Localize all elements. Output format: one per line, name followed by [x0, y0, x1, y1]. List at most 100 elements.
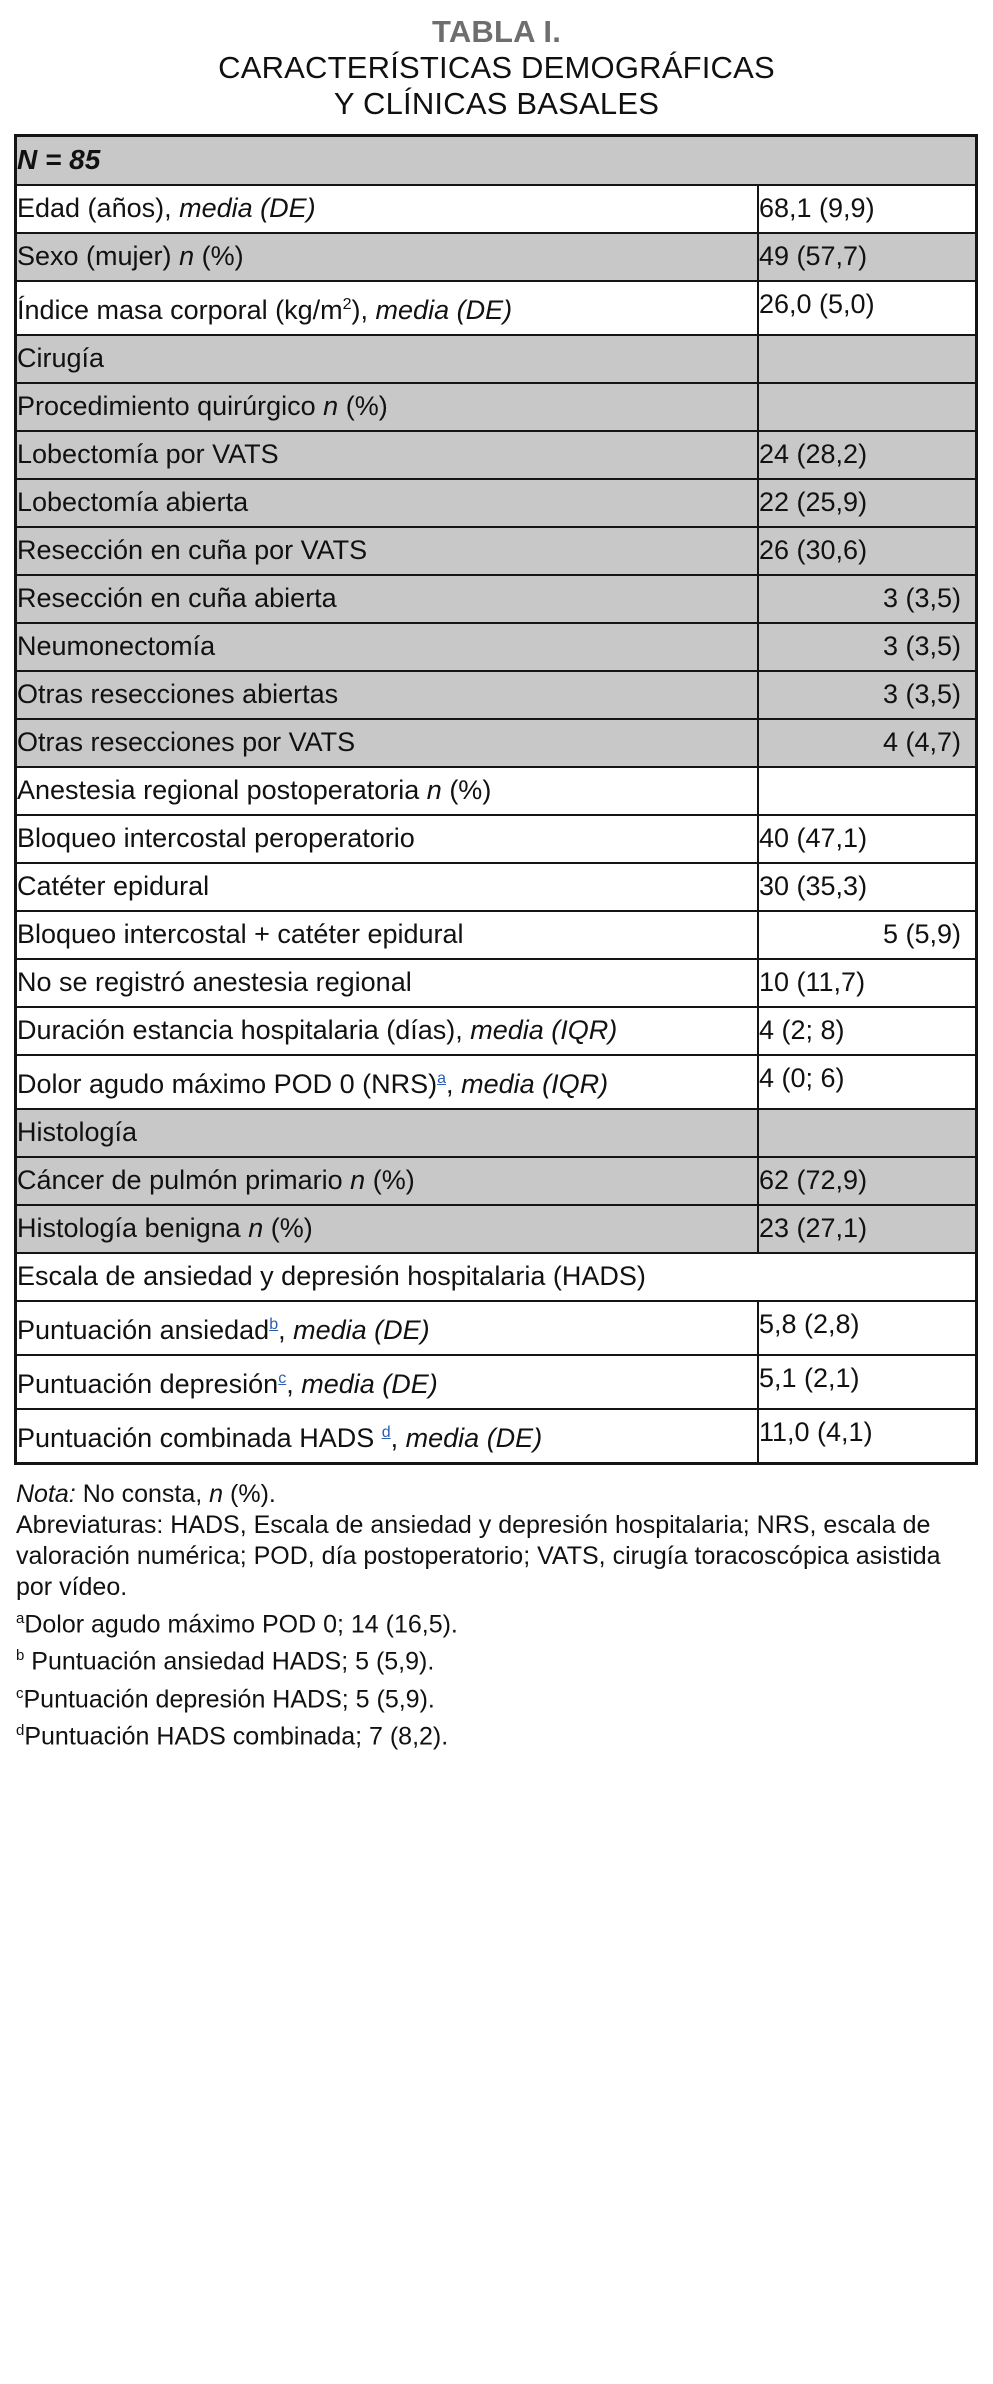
footnote-text-b: Puntuación ansiedad HADS; 5 (5,9).	[24, 1647, 435, 1676]
row-label-text: Anestesia regional postoperatoria	[17, 775, 420, 805]
table-header-cell: N = 85	[17, 137, 975, 185]
table-row: Puntuación ansiedadb, media (DE) 5,8 (2,8…	[17, 1300, 975, 1355]
row-label-cell: Procedimiento quirúrgico n (%)	[17, 382, 759, 431]
row-label-cell: Duración estancia hospitalaria (días), m…	[17, 1006, 759, 1055]
row-label-cell: Puntuación depresiónc, media (DE)	[17, 1354, 759, 1409]
footnote-ref-b[interactable]: b	[269, 1316, 279, 1333]
demographics-table: N = 85 Edad (años), media (DE) 68,1 (9,9) S…	[17, 137, 975, 1462]
table-row: Cáncer de pulmón primario n (%) 62 (72,9)	[17, 1156, 975, 1205]
row-label-percent: (%)	[263, 1213, 313, 1243]
row-value-cell: 4 (4,7)	[758, 718, 975, 767]
row-label-statistic: media (DE)	[405, 1423, 543, 1453]
row-label-text: Sexo (mujer)	[17, 241, 172, 271]
row-value-cell: 3 (3,5)	[758, 574, 975, 623]
table-row: Bloqueo intercostal + catéter epidural 5 …	[17, 910, 975, 959]
table-row: Bloqueo intercostal peroperatorio 40 (47,…	[17, 814, 975, 863]
table-row: Lobectomía por VATS 24 (28,2)	[17, 430, 975, 479]
row-value-cell: 24 (28,2)	[758, 430, 975, 479]
table-row: Resección en cuña abierta 3 (3,5)	[17, 574, 975, 623]
row-label-text: Lobectomía abierta	[17, 487, 249, 517]
row-label-text: Edad (años),	[17, 193, 172, 223]
row-label-text: Duración estancia hospitalaria (días),	[17, 1015, 463, 1045]
table-row: Otras resecciones abiertas 3 (3,5)	[17, 670, 975, 719]
row-label-cell: Puntuación combinada HADS d, media (DE)	[17, 1408, 759, 1462]
table-row: Anestesia regional postoperatoria n (%)	[17, 766, 975, 815]
row-label-cell: Índice masa corporal (kg/m2), media (DE)	[17, 280, 759, 335]
table-row: Puntuación combinada HADS d, media (DE) 1…	[17, 1408, 975, 1462]
row-label-text: Puntuación depresión	[17, 1369, 279, 1399]
note-label: Nota:	[16, 1480, 76, 1508]
table-title-line-1: CARACTERÍSTICAS DEMOGRÁFICAS	[218, 50, 775, 85]
row-label-cell: Anestesia regional postoperatoria n (%)	[17, 766, 759, 815]
row-value-cell: 11,0 (4,1)	[758, 1408, 975, 1462]
footnote-text-d: Puntuación HADS combinada; 7 (8,2).	[24, 1722, 449, 1751]
row-label-text: Resección en cuña abierta	[17, 583, 337, 613]
label-spacer	[419, 775, 427, 805]
row-value-cell	[758, 1108, 975, 1157]
row-value-cell: 3 (3,5)	[758, 622, 975, 671]
table-number: TABLA I.	[431, 14, 562, 49]
row-label-cell: Neumonectomía	[17, 622, 759, 671]
table-header-row: N = 85	[17, 137, 975, 185]
row-label-cell: Puntuación ansiedadb, media (DE)	[17, 1300, 759, 1355]
footnote-ref-c[interactable]: c	[278, 1370, 287, 1387]
row-value-cell	[758, 334, 975, 383]
table-row: Edad (años), media (DE) 68,1 (9,9)	[17, 184, 975, 233]
row-value-cell: 62 (72,9)	[758, 1156, 975, 1205]
row-label-text: Índice masa corporal (kg/m	[17, 295, 343, 325]
row-label-cell: Resección en cuña por VATS	[17, 526, 759, 575]
table-row: Otras resecciones por VATS 4 (4,7)	[17, 718, 975, 767]
row-label-statistic-n: n	[426, 775, 442, 805]
row-label-cell: Resección en cuña abierta	[17, 574, 759, 623]
table-body: N = 85 Edad (años), media (DE) 68,1 (9,9) S…	[17, 137, 975, 1462]
row-label-text-tail: ),	[351, 295, 369, 325]
row-label-comma: ,	[286, 1369, 294, 1399]
table-row: Índice masa corporal (kg/m2), media (DE)…	[17, 280, 975, 335]
label-spacer	[454, 1069, 462, 1099]
table-row: Dolor agudo máximo POD 0 (NRS)a, media (…	[17, 1054, 975, 1109]
row-value-cell: 26 (30,6)	[758, 526, 975, 575]
footnote-c: cPuntuación depresión HADS; 5 (5,9).	[16, 1678, 978, 1715]
table-row: Sexo (mujer) n (%) 49 (57,7)	[17, 232, 975, 281]
row-label-cell: Otras resecciones por VATS	[17, 718, 759, 767]
table-row: Procedimiento quirúrgico n (%)	[17, 382, 975, 431]
row-label-cell: Sexo (mujer) n (%)	[17, 232, 759, 281]
row-label-statistic: media (IQR)	[470, 1015, 618, 1045]
row-label-cell: Bloqueo intercostal peroperatorio	[17, 814, 759, 863]
row-value-cell: 26,0 (5,0)	[758, 280, 975, 335]
label-spacer	[172, 193, 180, 223]
row-value-cell	[758, 766, 975, 815]
row-label-cell: Catéter epidural	[17, 862, 759, 911]
sample-size-label: N = 85	[17, 144, 101, 175]
row-label-comma: ,	[446, 1069, 454, 1099]
row-label-text: Cirugía	[17, 343, 105, 373]
row-label-statistic-n: n	[179, 241, 195, 271]
row-label-cell: Bloqueo intercostal + catéter epidural	[17, 910, 759, 959]
table-row: Histología	[17, 1108, 975, 1157]
footnote-marker-a: a	[16, 1610, 25, 1627]
row-label-text: No se registró anestesia regional	[17, 967, 412, 997]
row-label-cell: Histología	[17, 1108, 759, 1157]
row-label-comma: ,	[390, 1423, 399, 1453]
row-label-cell: Dolor agudo máximo POD 0 (NRS)a, media (…	[17, 1054, 759, 1109]
label-spacer	[172, 241, 180, 271]
row-label-text: Puntuación combinada HADS	[17, 1423, 382, 1453]
row-label-comma: ,	[278, 1315, 286, 1345]
row-label-text: Bloqueo intercostal peroperatorio	[17, 823, 415, 853]
footnote-text-a: Dolor agudo máximo POD 0; 14 (16,5).	[24, 1610, 458, 1639]
footnote-marker-d: d	[16, 1721, 25, 1739]
table-title-line-2: Y CLÍNICAS BASALES	[333, 86, 660, 121]
row-label-text: Catéter epidural	[17, 871, 210, 901]
footnote-ref-a[interactable]: a	[437, 1070, 447, 1087]
table-row: Resección en cuña por VATS 26 (30,6)	[17, 526, 975, 575]
footnote-ref-d[interactable]: d	[381, 1424, 391, 1441]
table-row: Escala de ansiedad y depresión hospitala…	[17, 1252, 975, 1301]
footnote-text-c: Puntuación depresión HADS; 5 (5,9).	[23, 1684, 435, 1713]
row-value-cell: 3 (3,5)	[758, 670, 975, 719]
row-label-cell: No se registró anestesia regional	[17, 958, 759, 1007]
row-value-cell: 4 (0; 6)	[758, 1054, 975, 1109]
note-line: Nota: No consta, n (%).	[16, 1479, 978, 1510]
footnote-d: dPuntuación HADS combinada; 7 (8,2).	[16, 1715, 978, 1752]
row-label-statistic-n: n	[350, 1165, 366, 1195]
row-value-cell: 30 (35,3)	[758, 862, 975, 911]
